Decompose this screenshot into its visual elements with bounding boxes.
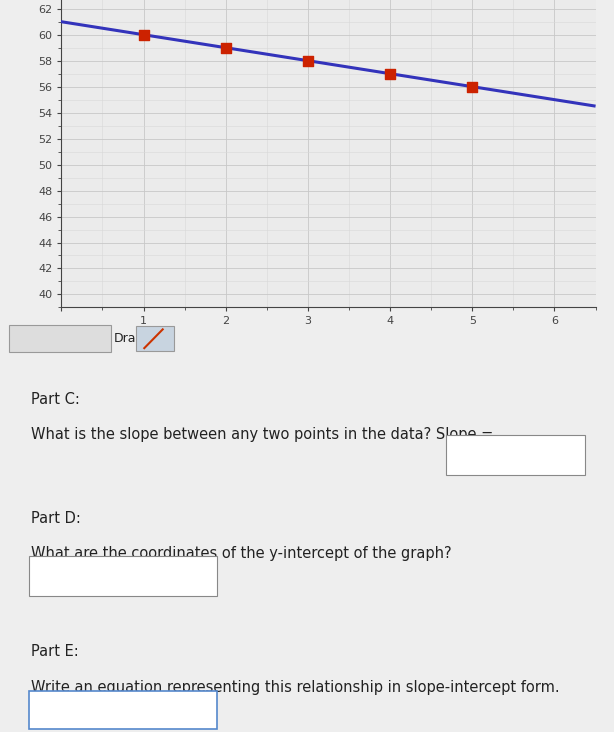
Text: What are the coordinates of the y-intercept of the graph?: What are the coordinates of the y-interc… xyxy=(31,546,451,561)
Point xyxy=(467,81,477,92)
Text: Draw:: Draw: xyxy=(114,332,150,346)
Text: -1: -1 xyxy=(508,447,523,462)
Point xyxy=(303,55,313,67)
Text: Part C:: Part C: xyxy=(31,392,80,407)
Text: Part D:: Part D: xyxy=(31,511,80,526)
Text: Write an equation representing this relationship in slope-intercept form.: Write an equation representing this rela… xyxy=(31,680,559,695)
FancyBboxPatch shape xyxy=(29,556,217,596)
Text: |: | xyxy=(34,703,38,717)
Text: (0,61): (0,61) xyxy=(43,568,87,583)
Text: Clear All: Clear All xyxy=(34,332,87,346)
Text: Part E:: Part E: xyxy=(31,644,79,660)
FancyBboxPatch shape xyxy=(9,325,111,352)
Text: What is the slope between any two points in the data? Slope =: What is the slope between any two points… xyxy=(31,427,493,442)
FancyBboxPatch shape xyxy=(29,691,217,729)
Point xyxy=(221,42,231,53)
FancyBboxPatch shape xyxy=(446,435,585,474)
FancyBboxPatch shape xyxy=(136,326,174,351)
Point xyxy=(385,68,395,80)
Point xyxy=(139,29,149,40)
